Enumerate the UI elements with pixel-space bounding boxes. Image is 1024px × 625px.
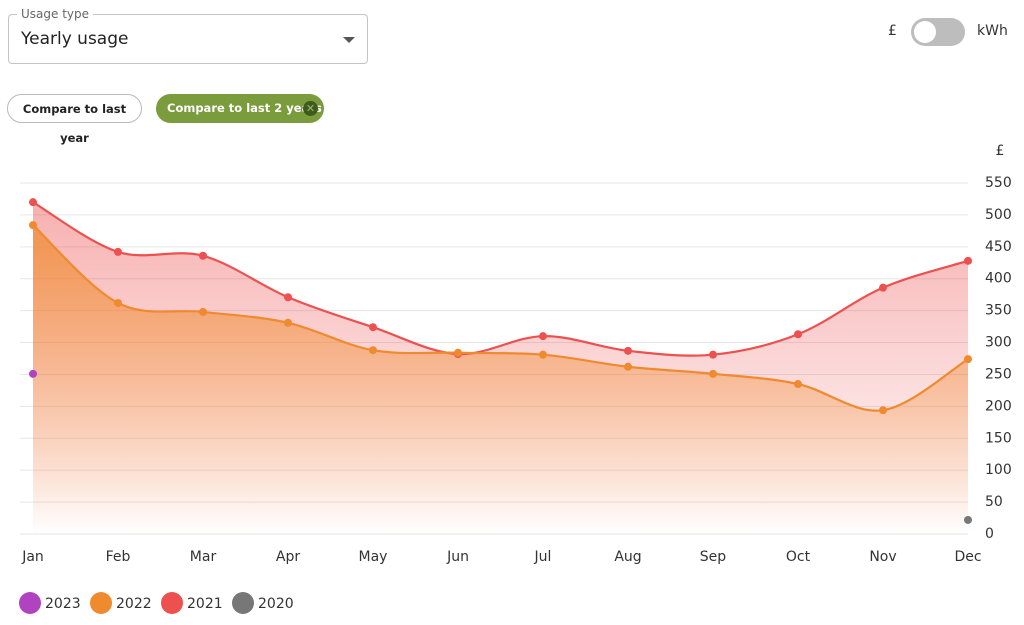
point: [369, 323, 377, 332]
chip-text: Compare to last 2 years: [167, 101, 322, 115]
x-tick-label: Nov: [869, 549, 896, 565]
y-tick-label: 350: [985, 303, 1012, 319]
point: [454, 348, 462, 357]
legend-swatch: [90, 592, 112, 614]
point: [284, 293, 292, 302]
point: [284, 318, 292, 327]
x-tick-label: Sep: [700, 549, 727, 565]
toggle-label: kWh: [977, 23, 1008, 39]
point: [624, 346, 632, 355]
y-tick-label: 450: [985, 239, 1012, 255]
x-tick-label: Jun: [446, 549, 469, 565]
legend-label: 2022: [116, 596, 152, 612]
chip-text: Compare to last year: [22, 102, 127, 145]
legend-swatch: [19, 592, 41, 614]
point: [964, 515, 972, 524]
unit-toggle[interactable]: [911, 18, 965, 46]
point: [709, 369, 717, 378]
x-tick-label: Jan: [21, 549, 44, 565]
point: [794, 330, 802, 339]
point: [879, 406, 887, 415]
point: [539, 350, 547, 359]
point: [114, 247, 122, 256]
y-unit: £: [996, 143, 1005, 159]
point: [964, 256, 972, 265]
point: [624, 362, 632, 371]
legend-label: 2020: [258, 596, 294, 612]
x-tick-label: Dec: [954, 549, 981, 565]
line: [32, 224, 969, 412]
caret: [343, 37, 355, 43]
x-tick-label: Feb: [106, 549, 131, 565]
point: [879, 283, 887, 292]
usage-type-select[interactable]: Usage type Yearly usage: [8, 7, 368, 64]
legend-label: 2021: [187, 596, 223, 612]
legend-swatch: [161, 592, 183, 614]
toggle-label: £: [888, 23, 897, 39]
line: [32, 201, 969, 357]
point: [29, 369, 37, 378]
y-tick-label: 550: [985, 175, 1012, 191]
y-tick-label: 50: [985, 494, 1003, 510]
y-tick-label: 250: [985, 366, 1012, 382]
point: [964, 355, 972, 364]
toggle-knob: [914, 21, 936, 43]
point: [794, 380, 802, 389]
x-tick-label: Apr: [276, 549, 300, 565]
chip-close[interactable]: ✕: [303, 101, 318, 116]
select-label: Usage type: [17, 7, 94, 21]
y-tick-label: 150: [985, 430, 1012, 446]
chip[interactable]: Compare to last 2 years ✕: [156, 94, 324, 123]
chip[interactable]: Compare to last year: [7, 94, 142, 145]
y-tick-label: 100: [985, 462, 1012, 478]
y-tick-label: 500: [985, 207, 1012, 223]
legend-swatch: [232, 592, 254, 614]
y-tick-label: 0: [985, 526, 994, 542]
point: [199, 251, 207, 260]
point: [29, 198, 37, 207]
x-tick-label: Oct: [786, 549, 811, 565]
y-tick-label: 400: [985, 271, 1012, 287]
y-tick-label: 200: [985, 398, 1012, 414]
point: [539, 332, 547, 341]
point: [114, 298, 122, 307]
select-value: Yearly usage: [21, 29, 129, 49]
x-tick-label: Mar: [190, 549, 217, 565]
point: [29, 221, 37, 230]
legend-label: 2023: [45, 596, 81, 612]
point: [709, 350, 717, 359]
point: [199, 307, 207, 316]
x-tick-label: Jul: [534, 549, 552, 565]
x-tick-label: May: [359, 549, 388, 565]
point: [369, 346, 377, 355]
area: [33, 225, 968, 534]
x-tick-label: Aug: [614, 549, 641, 565]
y-tick-label: 300: [985, 335, 1012, 351]
